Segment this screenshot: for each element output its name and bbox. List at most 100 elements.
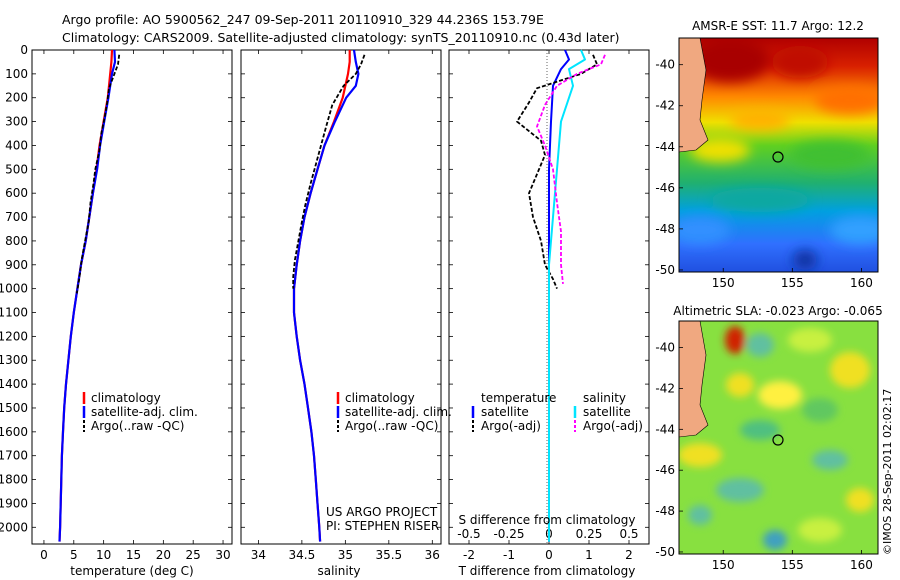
- x-tick-label: 34: [251, 548, 266, 562]
- legend-label-argo: Argo(..raw -QC): [91, 419, 184, 433]
- header-line-1: Argo profile: AO 5900562_247 09-Sep-2011…: [62, 12, 544, 27]
- sst-map-ticks: 150 155 160 -40 -42 -44 -46 -48 -50: [655, 58, 872, 290]
- depth-tick-label: 1400: [0, 377, 28, 391]
- legend-title-salinity: salinity: [583, 391, 626, 405]
- sla-argo-marker: [772, 434, 784, 446]
- map-x-tick-label: 155: [781, 276, 804, 290]
- map-x-tick-label: 160: [850, 558, 873, 572]
- sst-map-title: AMSR-E SST: 11.7 Argo: 12.2: [692, 19, 864, 33]
- temperature-series: [58, 49, 121, 542]
- map-y-tick-label: -40: [655, 341, 675, 355]
- depth-axis-labels: 0 100 200 300 400 500 600 700 800 900 1000 1100 1200…: [0, 43, 28, 534]
- temperature-xlabel: temperature (deg C): [70, 564, 193, 578]
- map-x-tick-label: 155: [781, 558, 804, 572]
- depth-tick-label: 1800: [0, 473, 28, 487]
- depth-tick-label: 2000: [0, 520, 28, 534]
- x-tick-label: 15: [126, 548, 141, 562]
- series-line-argo-raw-qc-: [292, 54, 366, 289]
- s-tick-label: -0.25: [493, 527, 524, 541]
- salinity-ticks: 34 34.5 35 35.5 36: [241, 49, 441, 562]
- x-tick-label: 34.5: [289, 548, 316, 562]
- map-y-tick-label: -48: [655, 504, 675, 518]
- x-tick-label: 10: [96, 548, 111, 562]
- map-y-tick-label: -42: [655, 99, 675, 113]
- sla-map-title: Altimetric SLA: -0.023 Argo: -0.065: [673, 304, 882, 318]
- legend-label-t-argo: Argo(-adj): [481, 419, 541, 433]
- x-tick-label: 5: [70, 548, 78, 562]
- x-tick-label: 36: [425, 548, 440, 562]
- sla-map-frame: [678, 320, 879, 555]
- x-tick-label: 20: [156, 548, 171, 562]
- sla-landmass: [679, 321, 709, 438]
- x-tick-label: -1: [503, 548, 515, 562]
- x-tick-label: 0: [40, 548, 48, 562]
- legend-label-argo: Argo(..raw -QC): [345, 419, 438, 433]
- map-y-tick-label: -48: [655, 222, 675, 236]
- legend-label-climatology: climatology: [345, 391, 415, 405]
- x-tick-label: 1: [585, 548, 593, 562]
- salinity-legend: climatology satellite-adj. clim. Argo(..…: [326, 391, 452, 533]
- x-tick-label: 30: [215, 548, 230, 562]
- x-tick-label: 2: [625, 548, 633, 562]
- s-tick-label: 0.25: [576, 527, 603, 541]
- temperature-ticks: 0 5 10 15 20 25 30: [32, 49, 232, 562]
- sla-heatmap: [679, 321, 878, 554]
- imos-credit: ©IMOS 28-Sep-2011 02:02:17: [881, 389, 894, 555]
- x-tick-label: 35: [338, 548, 353, 562]
- series-line-argo-raw-qc-: [75, 54, 121, 294]
- sst-heatmap: [679, 38, 878, 272]
- legend-label-climatology: climatology: [91, 391, 161, 405]
- depth-tick-label: 900: [5, 258, 28, 272]
- x-tick-label: 25: [186, 548, 201, 562]
- map-y-tick-label: -46: [655, 463, 675, 477]
- depth-tick-label: 1300: [0, 353, 28, 367]
- depth-tick-label: 700: [5, 210, 28, 224]
- series-line-salinity-argo-adj-: [536, 54, 606, 284]
- series-line-climatology: [292, 50, 351, 542]
- temperature-legend: climatology satellite-adj. clim. Argo(..…: [82, 391, 198, 433]
- difference-xlabel-top: S difference from climatology: [459, 513, 636, 527]
- legend-label-satellite: satellite-adj. clim.: [345, 405, 452, 419]
- project-annotation-line-2: PI: STEPHEN RISER: [326, 519, 439, 533]
- map-y-tick-label: -40: [655, 58, 675, 72]
- legend-label-s-argo: Argo(-adj): [583, 419, 643, 433]
- legend-label-satellite: satellite-adj. clim.: [91, 405, 198, 419]
- map-x-tick-label: 160: [850, 276, 873, 290]
- temperature-plot-frame: [31, 49, 233, 545]
- legend-title-temperature: temperature: [481, 391, 556, 405]
- depth-tick-label: 0: [20, 43, 28, 57]
- depth-tick-label: 1100: [0, 306, 28, 320]
- series-line-temperature-argo-adj-: [516, 54, 598, 289]
- salinity-series: [292, 49, 366, 542]
- depth-tick-label: 100: [5, 67, 28, 81]
- sst-map-frame: [678, 37, 879, 273]
- map-y-tick-label: -44: [655, 140, 675, 154]
- map-y-tick-label: -42: [655, 381, 675, 395]
- series-line-satellite-adj-clim-: [292, 49, 360, 542]
- map-y-tick-label: -50: [655, 263, 675, 277]
- legend-label-t-satellite: satellite: [481, 405, 529, 419]
- x-tick-label: 0: [545, 548, 553, 562]
- depth-tick-label: 1500: [0, 401, 28, 415]
- s-tick-label: -0.5: [457, 527, 480, 541]
- series-line-temperature-satellite: [548, 49, 570, 542]
- depth-tick-label: 400: [5, 138, 28, 152]
- sst-landmass: [679, 38, 709, 153]
- x-tick-label: 35.5: [375, 548, 402, 562]
- salinity-plot-frame: [240, 49, 442, 545]
- x-tick-label: -2: [463, 548, 475, 562]
- map-x-tick-label: 150: [712, 558, 735, 572]
- series-line-satellite-adj-clim-: [58, 49, 117, 542]
- difference-legend: temperature salinity satellite Argo(-adj…: [471, 391, 643, 433]
- depth-tick-label: 200: [5, 91, 28, 105]
- depth-tick-label: 1200: [0, 329, 28, 343]
- depth-tick-label: 1000: [0, 282, 28, 296]
- map-y-tick-label: -46: [655, 181, 675, 195]
- map-y-tick-label: -44: [655, 422, 675, 436]
- difference-xlabel: T difference from climatology: [458, 564, 636, 578]
- sst-argo-marker: [772, 151, 784, 163]
- s-tick-label: 0.5: [619, 527, 638, 541]
- map-y-tick-label: -50: [655, 545, 675, 559]
